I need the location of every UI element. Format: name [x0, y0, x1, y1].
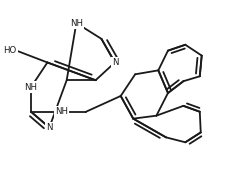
Text: HO: HO — [3, 46, 17, 55]
Text: NH: NH — [55, 107, 68, 116]
Text: N: N — [112, 58, 118, 67]
Text: NH: NH — [70, 19, 83, 28]
Text: N: N — [46, 123, 53, 132]
Text: NH: NH — [24, 83, 38, 92]
